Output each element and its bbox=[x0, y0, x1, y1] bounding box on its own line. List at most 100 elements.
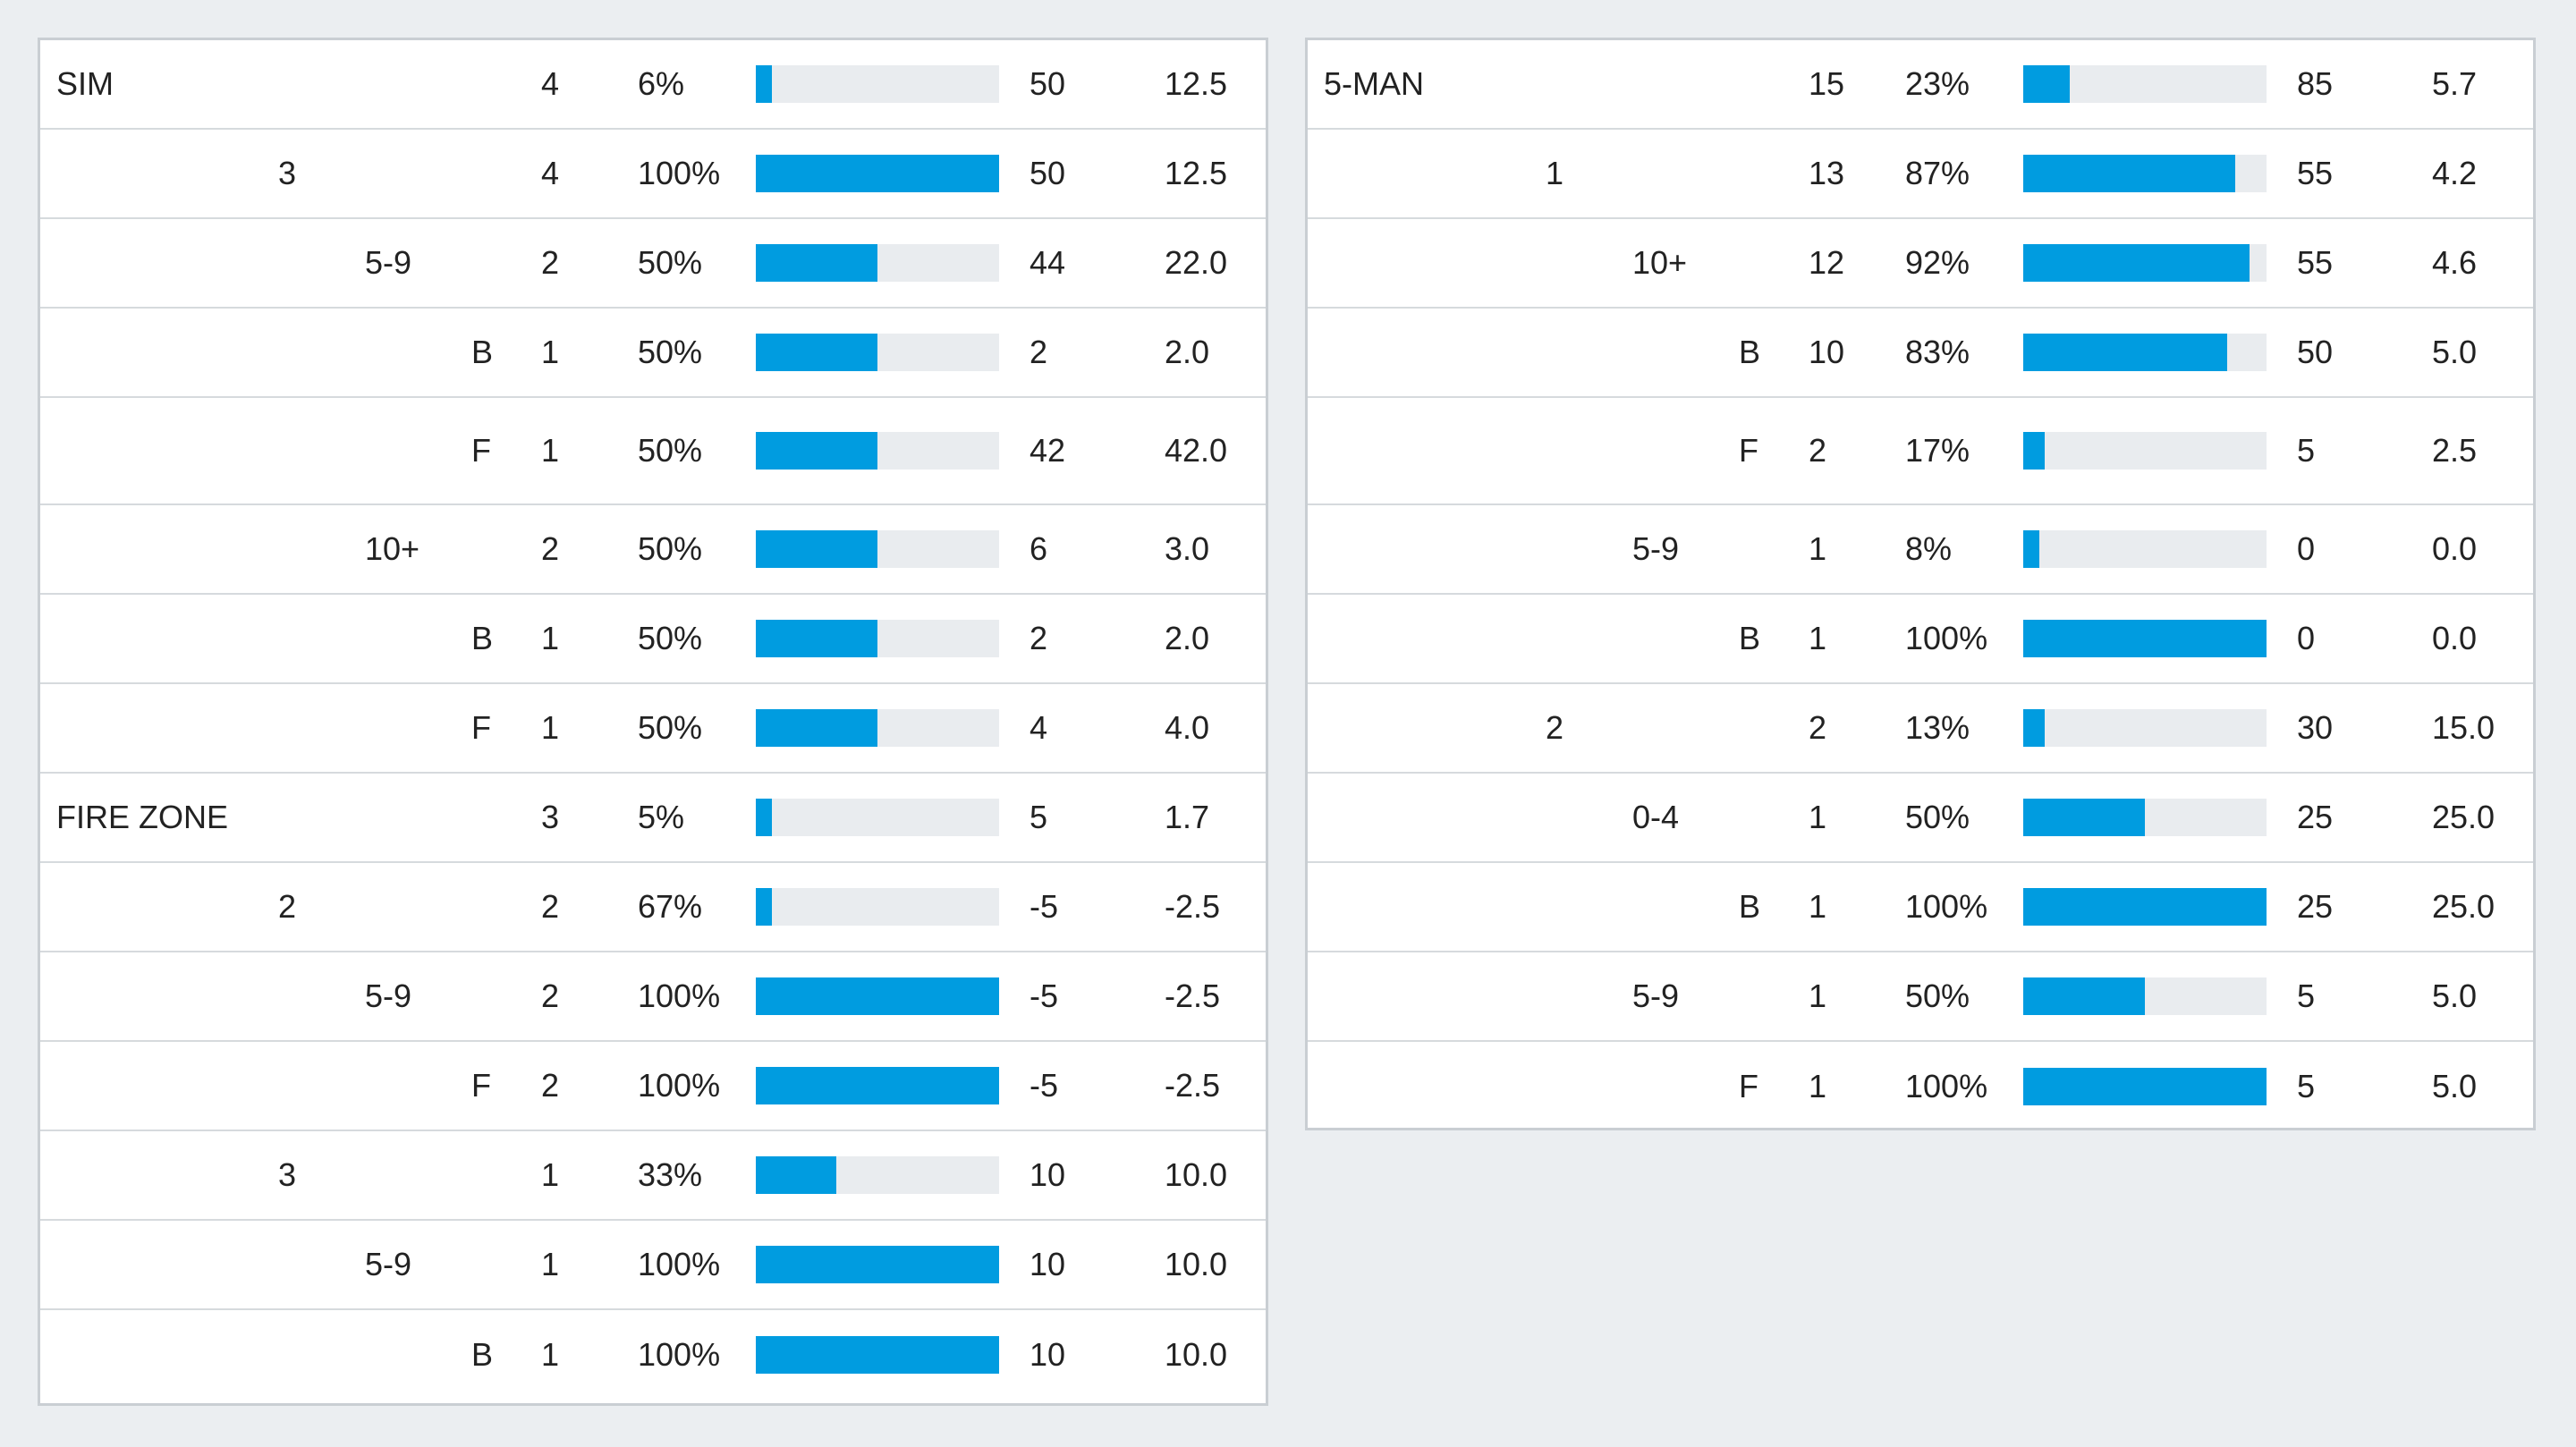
table-row[interactable]: B 1 100% 0 0.0 bbox=[1308, 595, 2533, 684]
percent-bar-fill bbox=[2023, 432, 2046, 470]
yards-value: 50 bbox=[1030, 65, 1066, 102]
table-row[interactable]: B 1 100% 25 25.0 bbox=[1308, 863, 2533, 952]
count-value: 2 bbox=[541, 977, 560, 1014]
table-row[interactable]: B 1 100% 10 10.0 bbox=[40, 1310, 1266, 1400]
table-row[interactable]: F 1 50% 42 42.0 bbox=[40, 398, 1266, 505]
yards-value: 55 bbox=[2297, 244, 2334, 281]
table-row[interactable]: 2 2 67% -5 -2.5 bbox=[40, 863, 1266, 952]
group-label: FIRE ZONE bbox=[56, 799, 229, 835]
percent-bar-fill bbox=[756, 155, 999, 192]
table-row[interactable]: F 2 100% -5 -2.5 bbox=[40, 1042, 1266, 1131]
count-value: 1 bbox=[1809, 1068, 1827, 1104]
percent-bar bbox=[756, 155, 999, 192]
count-value: 1 bbox=[1809, 530, 1827, 567]
table-row[interactable]: 3 4 100% 50 12.5 bbox=[40, 130, 1266, 219]
percent-bar bbox=[756, 65, 999, 103]
yards-value: 44 bbox=[1030, 244, 1066, 281]
percent-value: 13% bbox=[1905, 709, 1970, 746]
average-value: -2.5 bbox=[1165, 1067, 1221, 1104]
average-value: 0.0 bbox=[2432, 530, 2478, 567]
table-row[interactable]: B 1 50% 2 2.0 bbox=[40, 309, 1266, 398]
table-row[interactable]: SIM 4 6% 50 12.5 bbox=[40, 40, 1266, 130]
percent-value: 100% bbox=[638, 1246, 721, 1282]
type-label: B bbox=[471, 334, 494, 370]
percent-bar bbox=[756, 799, 999, 836]
average-value: -2.5 bbox=[1165, 888, 1221, 925]
table-row[interactable]: 5-9 1 100% 10 10.0 bbox=[40, 1221, 1266, 1310]
percent-bar-fill bbox=[2023, 888, 2267, 926]
percent-bar bbox=[2023, 244, 2267, 282]
count-value: 1 bbox=[541, 432, 560, 469]
table-row[interactable]: 5-MAN 15 23% 85 5.7 bbox=[1308, 40, 2533, 130]
sub-group-label: 2 bbox=[278, 888, 297, 925]
percent-value: 50% bbox=[638, 530, 703, 567]
percent-value: 100% bbox=[1905, 1068, 1988, 1104]
table-row[interactable]: B 1 50% 2 2.0 bbox=[40, 595, 1266, 684]
percent-value: 87% bbox=[1905, 155, 1970, 191]
count-value: 13 bbox=[1809, 155, 1845, 191]
table-row[interactable]: 1 13 87% 55 4.2 bbox=[1308, 130, 2533, 219]
table-row[interactable]: F 1 50% 4 4.0 bbox=[40, 684, 1266, 774]
yards-value: 5 bbox=[1030, 799, 1048, 835]
count-value: 1 bbox=[541, 1156, 560, 1193]
table-row[interactable]: 10+ 12 92% 55 4.6 bbox=[1308, 219, 2533, 309]
average-value: 25.0 bbox=[2432, 888, 2496, 925]
yards-value: 0 bbox=[2297, 530, 2316, 567]
average-value: 12.5 bbox=[1165, 155, 1228, 191]
percent-bar bbox=[756, 1246, 999, 1283]
table-row[interactable]: B 10 83% 50 5.0 bbox=[1308, 309, 2533, 398]
table-row[interactable]: 5-9 1 50% 5 5.0 bbox=[1308, 952, 2533, 1042]
table-row[interactable]: 10+ 2 50% 6 3.0 bbox=[40, 505, 1266, 595]
table-row[interactable]: F 1 100% 5 5.0 bbox=[1308, 1042, 2533, 1131]
percent-value: 100% bbox=[638, 977, 721, 1014]
yards-value: -5 bbox=[1030, 977, 1059, 1014]
percent-bar bbox=[2023, 1068, 2267, 1105]
percent-value: 50% bbox=[1905, 977, 1970, 1014]
percent-value: 50% bbox=[638, 620, 703, 656]
percent-bar-fill bbox=[2023, 620, 2267, 657]
table-row[interactable]: 3 1 33% 10 10.0 bbox=[40, 1131, 1266, 1221]
percent-bar bbox=[2023, 620, 2267, 657]
table-row[interactable]: FIRE ZONE 3 5% 5 1.7 bbox=[40, 774, 1266, 863]
percent-bar-fill bbox=[756, 620, 877, 657]
range-label: 0-4 bbox=[1632, 799, 1680, 835]
table-row[interactable]: 5-9 1 8% 0 0.0 bbox=[1308, 505, 2533, 595]
count-value: 1 bbox=[541, 1246, 560, 1282]
table-row[interactable]: 5-9 2 100% -5 -2.5 bbox=[40, 952, 1266, 1042]
percent-bar-fill bbox=[756, 709, 877, 747]
table-row[interactable]: 5-9 2 50% 44 22.0 bbox=[40, 219, 1266, 309]
percent-value: 8% bbox=[1905, 530, 1953, 567]
type-label: F bbox=[471, 709, 491, 746]
table-row[interactable]: F 2 17% 5 2.5 bbox=[1308, 398, 2533, 505]
percent-value: 50% bbox=[1905, 799, 1970, 835]
table-row[interactable]: 2 2 13% 30 15.0 bbox=[1308, 684, 2533, 774]
percent-bar-fill bbox=[756, 1156, 836, 1194]
table-row[interactable]: 0-4 1 50% 25 25.0 bbox=[1308, 774, 2533, 863]
percent-bar bbox=[756, 244, 999, 282]
percent-bar-fill bbox=[2023, 1068, 2267, 1105]
percent-bar bbox=[756, 432, 999, 470]
yards-value: 2 bbox=[1030, 620, 1048, 656]
count-value: 1 bbox=[541, 1336, 560, 1373]
type-label: B bbox=[1739, 334, 1761, 370]
percent-bar bbox=[756, 1156, 999, 1194]
percent-bar bbox=[2023, 799, 2267, 836]
yards-value: 0 bbox=[2297, 620, 2316, 656]
average-value: 10.0 bbox=[1165, 1246, 1228, 1282]
range-label: 5-9 bbox=[365, 977, 412, 1014]
average-value: 15.0 bbox=[2432, 709, 2496, 746]
range-label: 5-9 bbox=[1632, 530, 1680, 567]
average-value: 0.0 bbox=[2432, 620, 2478, 656]
percent-value: 50% bbox=[638, 432, 703, 469]
type-label: F bbox=[471, 1067, 491, 1104]
sub-group-label: 1 bbox=[1546, 155, 1564, 191]
percent-bar-fill bbox=[756, 244, 877, 282]
count-value: 2 bbox=[541, 530, 560, 567]
average-value: 12.5 bbox=[1165, 65, 1228, 102]
range-label: 5-9 bbox=[365, 1246, 412, 1282]
count-value: 2 bbox=[541, 888, 560, 925]
percent-bar bbox=[756, 977, 999, 1015]
percent-bar bbox=[756, 620, 999, 657]
count-value: 2 bbox=[541, 244, 560, 281]
yards-value: 25 bbox=[2297, 888, 2334, 925]
